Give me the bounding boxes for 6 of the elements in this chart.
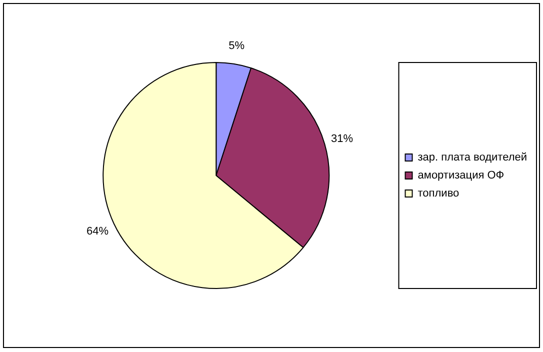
data-label: 5% [228, 40, 245, 52]
legend-label: зар. плата водителей [418, 152, 528, 164]
data-label: 64% [86, 225, 109, 238]
legend-label: амортизация ОФ [418, 170, 504, 182]
legend-label: топливо [418, 188, 460, 200]
data-label: 31% [330, 132, 354, 145]
